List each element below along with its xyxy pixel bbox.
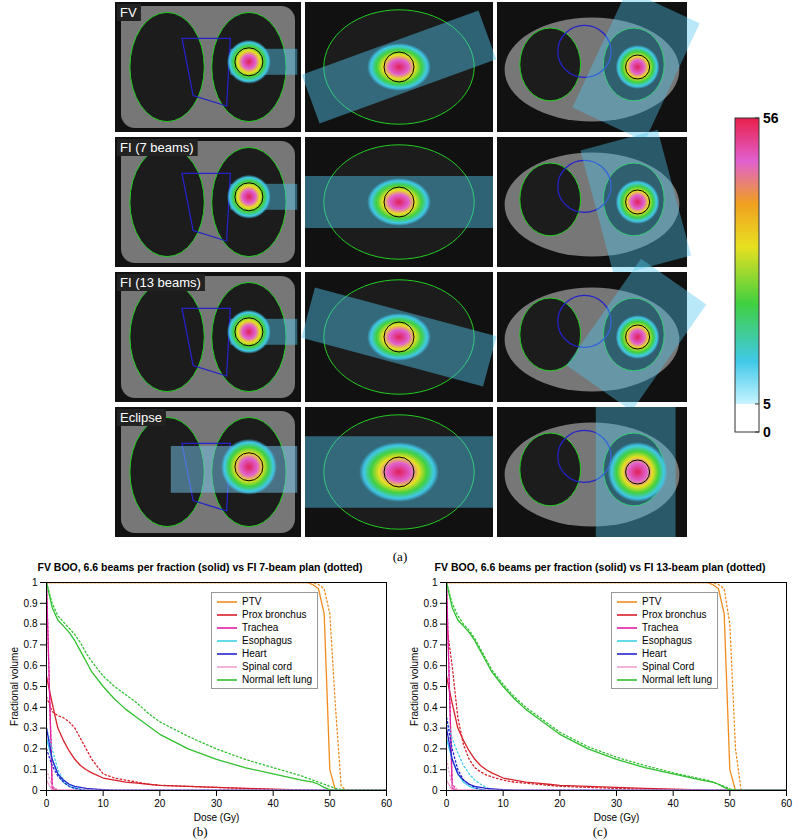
html-text:Esophagus: Esophagus [242,635,292,646]
html-text:Heart: Heart [642,648,667,659]
html-text:Esophagus: Esophagus [642,635,692,646]
svg-text:30: 30 [211,798,223,809]
svg-text:0: 0 [763,424,771,440]
svg-text:10: 10 [498,798,510,809]
svg-text:0.7: 0.7 [24,639,38,650]
svg-text:30: 30 [611,798,623,809]
svg-text:Fractional volume: Fractional volume [9,647,20,726]
svg-text:Dose (Gy): Dose (Gy) [194,812,240,823]
svg-text:0.2: 0.2 [24,743,38,754]
svg-text:0.8: 0.8 [24,618,38,629]
svg-text:0.9: 0.9 [424,598,438,609]
svg-text:0.7: 0.7 [424,639,438,650]
svg-text:0: 0 [32,785,38,796]
svg-text:0.8: 0.8 [424,618,438,629]
svg-text:50: 50 [324,798,336,809]
html-text:FV BOO, 6.6 beams per fraction: FV BOO, 6.6 beams per fraction (solid) v… [434,561,766,573]
svg-text:1: 1 [32,577,38,588]
svg-text:Eclipse: Eclipse [120,410,162,425]
html-text:Normal left lung: Normal left lung [242,674,312,685]
svg-text:Fractional volume: Fractional volume [409,647,420,726]
svg-text:20: 20 [154,798,166,809]
svg-text:FV: FV [120,5,137,20]
svg-text:40: 40 [268,798,280,809]
svg-text:40: 40 [668,798,680,809]
html-text:FV BOO, 6.6 beams per fraction: FV BOO, 6.6 beams per fraction (solid) v… [37,561,363,573]
html-text:Spinal cord: Spinal cord [242,661,292,672]
svg-text:0.1: 0.1 [424,764,438,775]
svg-text:0: 0 [44,798,50,809]
svg-text:1: 1 [432,577,438,588]
svg-text:60: 60 [381,798,393,809]
svg-text:10: 10 [98,798,110,809]
svg-text:0.4: 0.4 [424,702,438,713]
html-text:Spinal Cord: Spinal Cord [642,661,695,672]
svg-text:0.5: 0.5 [24,681,38,692]
html-text:Trachea: Trachea [242,622,279,633]
svg-text:0.1: 0.1 [24,764,38,775]
svg-text:0.6: 0.6 [24,660,38,671]
svg-text:60: 60 [781,798,793,809]
html-text:(a): (a) [392,549,408,564]
svg-text:0.9: 0.9 [24,598,38,609]
html-text:Normal left lung: Normal left lung [642,674,712,685]
svg-text:FI (13 beams): FI (13 beams) [120,275,201,290]
html-text:Heart: Heart [242,648,267,659]
svg-text:20: 20 [554,798,566,809]
html-text:Prox bronchus: Prox bronchus [242,609,307,620]
svg-text:0: 0 [432,785,438,796]
svg-text:0.5: 0.5 [424,681,438,692]
svg-text:Dose (Gy): Dose (Gy) [594,812,640,823]
html-text:PTV: PTV [242,596,262,607]
svg-text:0.2: 0.2 [424,743,438,754]
svg-text:0.4: 0.4 [24,702,38,713]
svg-text:0: 0 [444,798,450,809]
html-text:(b): (b) [192,824,208,839]
svg-text:56: 56 [763,110,779,126]
svg-text:0.6: 0.6 [424,660,438,671]
html-text:(c): (c) [592,824,608,839]
svg-text:0.3: 0.3 [424,722,438,733]
svg-text:50: 50 [724,798,736,809]
svg-text:FI (7 beams): FI (7 beams) [120,140,194,155]
svg-text:5: 5 [763,396,771,412]
html-text:Trachea: Trachea [642,622,679,633]
svg-text:0.3: 0.3 [24,722,38,733]
html-text:Prox bronchus: Prox bronchus [642,609,707,620]
html-text:PTV: PTV [642,596,662,607]
